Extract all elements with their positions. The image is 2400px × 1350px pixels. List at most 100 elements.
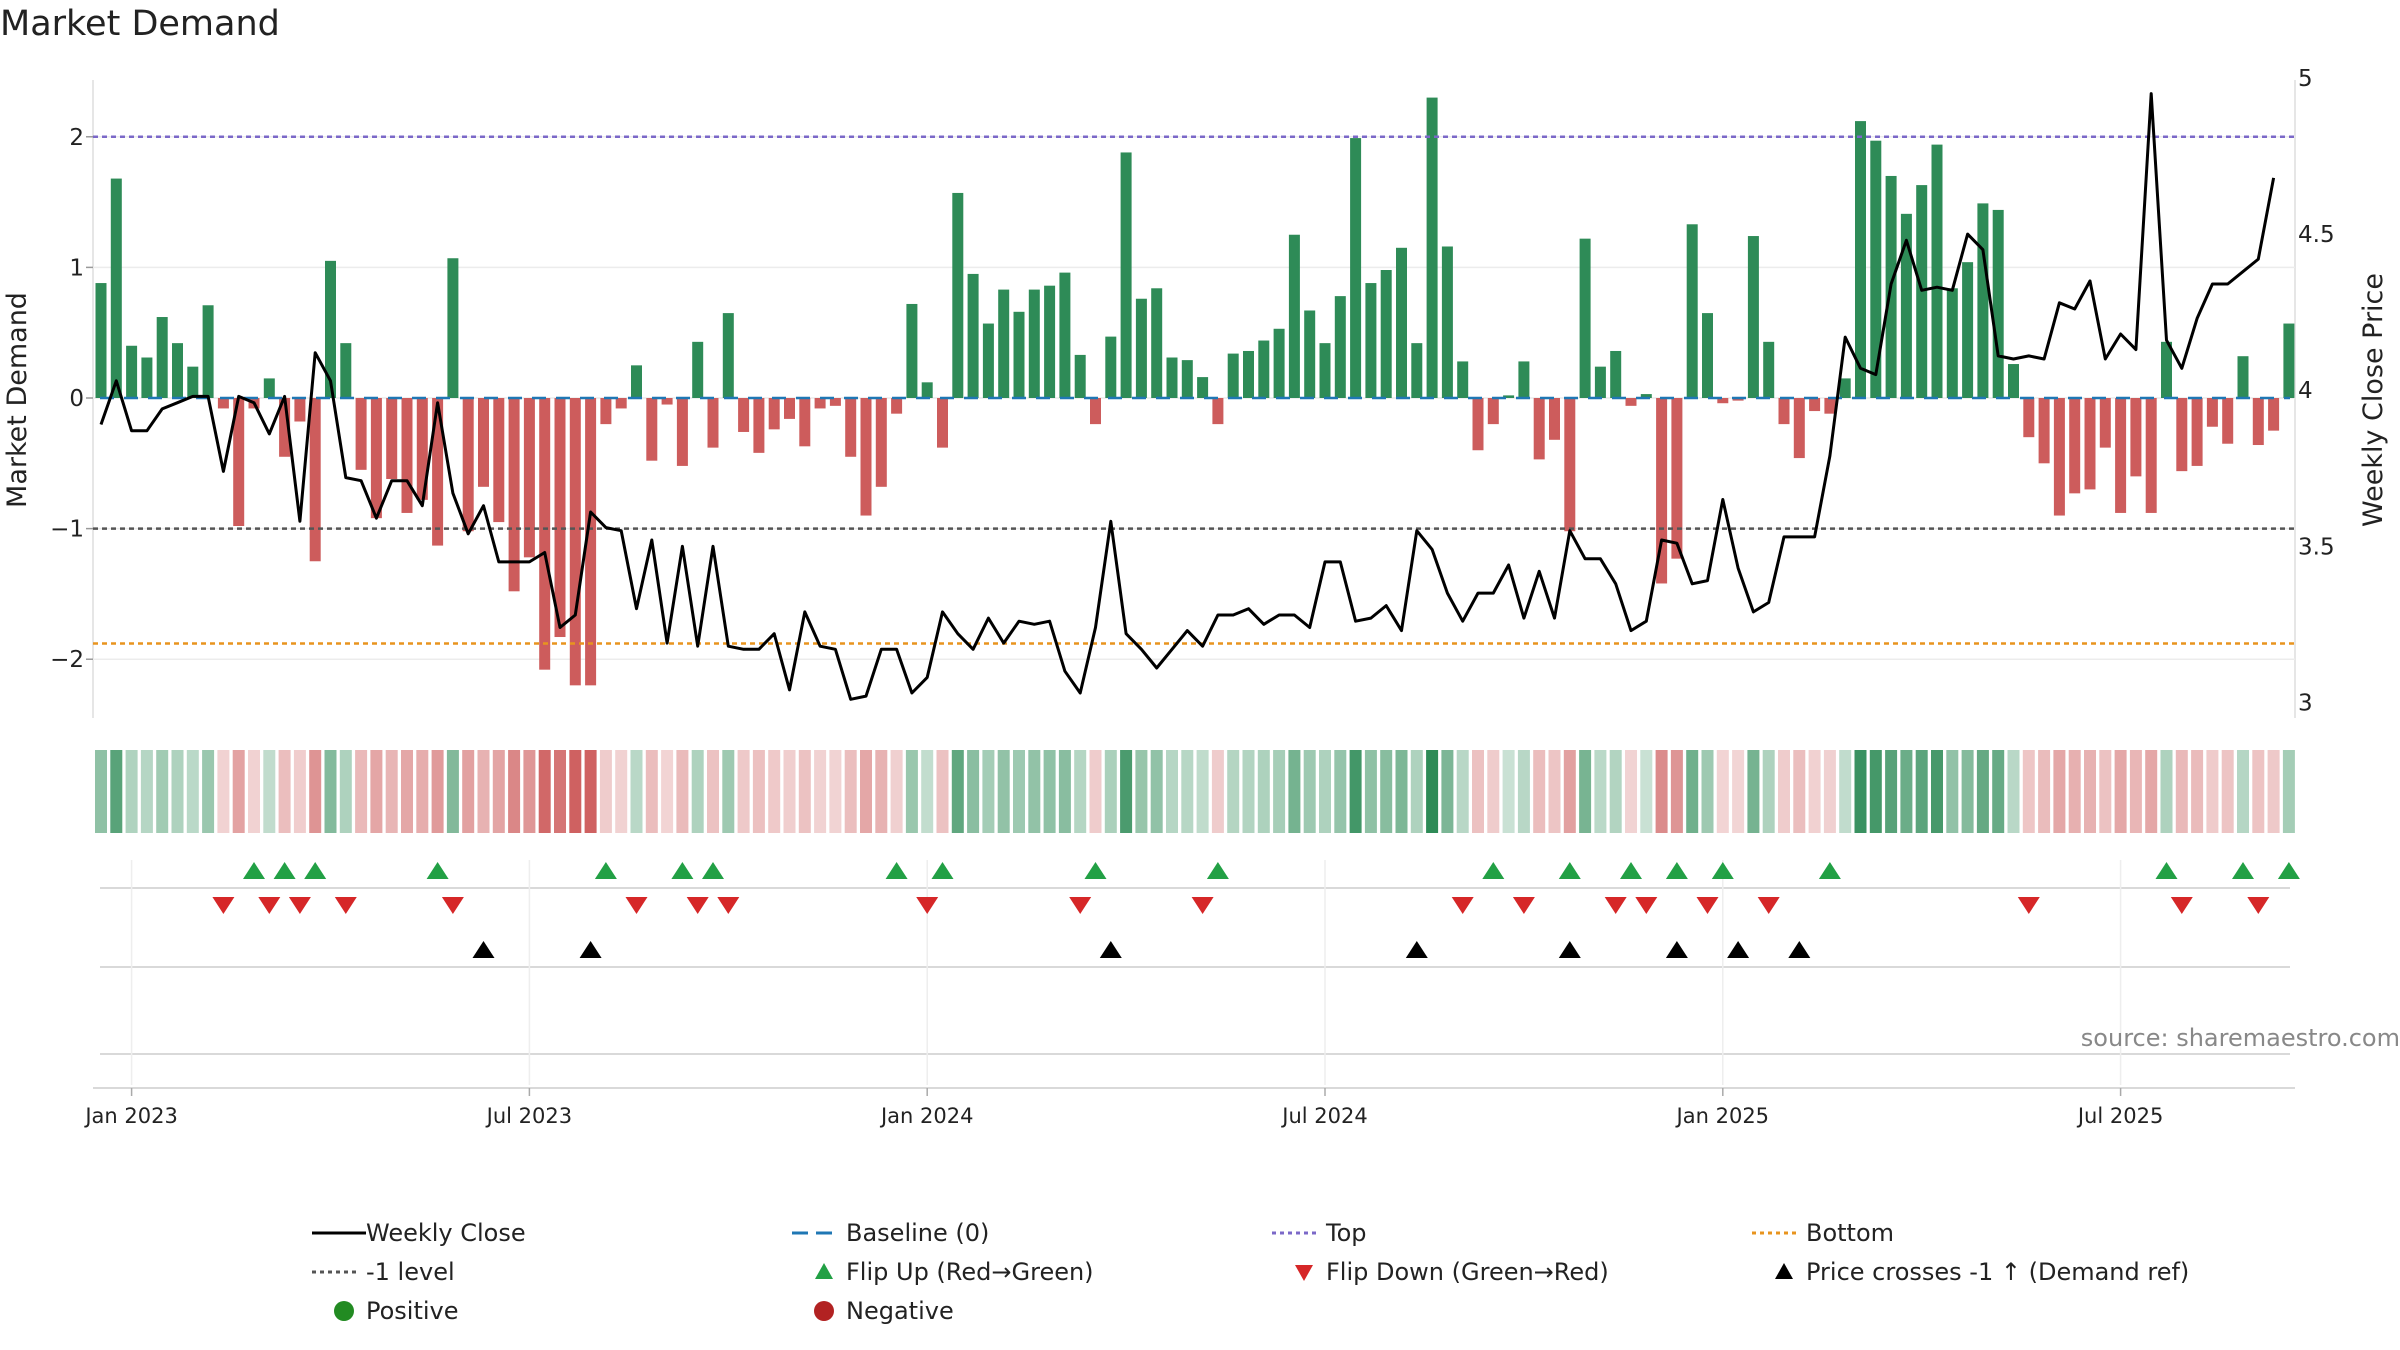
heat-cell-48 (829, 750, 842, 833)
flip-down-marker-13 (1604, 897, 1627, 914)
flip-up-marker-0 (243, 862, 265, 879)
demand-bar-105 (1702, 313, 1713, 398)
heat-cell-76 (1257, 750, 1270, 833)
demand-bar-46 (799, 398, 811, 447)
demand-bar-83 (1365, 283, 1377, 398)
heat-cell-15 (324, 750, 337, 833)
demand-bar-38 (676, 398, 688, 466)
flip-up-marker-6 (702, 862, 724, 879)
demand-bar-97 (1579, 238, 1591, 398)
legend-item-negative: Negative (780, 1294, 954, 1328)
demand-bar-69 (1151, 288, 1163, 398)
demand-bar-39 (692, 341, 704, 398)
heat-cell-115 (1854, 750, 1867, 833)
demand-bar-45 (784, 398, 795, 419)
demand-bar-36 (646, 398, 658, 461)
demand-bar-133 (2130, 398, 2142, 477)
heat-cell-141 (2252, 750, 2265, 833)
heat-cell-42 (737, 750, 750, 833)
price-cross-marker-7 (1788, 941, 1811, 958)
demand-bar-76 (1258, 340, 1270, 398)
demand-bar-58 (982, 323, 994, 398)
heat-cell-142 (2267, 750, 2280, 833)
negative-dot-icon (814, 1301, 834, 1321)
flip-up-marker-12 (1558, 862, 1581, 879)
heat-cell-28 (523, 750, 536, 833)
demand-bar-14 (309, 398, 321, 562)
price-cross-marker-3 (1405, 941, 1428, 958)
legend-label-level: -1 level (366, 1258, 455, 1286)
flip-down-marker-5 (625, 897, 648, 914)
y-right-tick-label-0: 5 (2298, 66, 2313, 92)
demand-bar-13 (294, 398, 306, 422)
heat-cell-95 (1548, 750, 1561, 833)
demand-bar-20 (401, 398, 413, 513)
heat-cell-112 (1808, 750, 1821, 833)
heat-cell-14 (309, 750, 322, 833)
demand-bar-49 (845, 398, 857, 457)
flip-up-marker-15 (1711, 862, 1734, 879)
demand-bar-142 (2268, 398, 2280, 431)
flip-up-marker-14 (1665, 862, 1688, 879)
demand-bar-85 (1396, 247, 1407, 398)
legend-key-bottom (1752, 1231, 1800, 1235)
flip-down-marker-18 (2170, 897, 2193, 914)
demand-bar-64 (1074, 354, 1086, 398)
legend-label-price-cross: Price crosses -1 ↑ (Demand ref) (1806, 1258, 2190, 1286)
heat-cell-87 (1426, 750, 1439, 833)
heat-cell-132 (2114, 750, 2127, 833)
heat-cell-63 (1058, 750, 1071, 833)
heat-cell-92 (1502, 750, 1515, 833)
demand-bar-138 (2206, 398, 2218, 427)
demand-bar-41 (722, 313, 734, 398)
demand-bar-30 (554, 398, 566, 638)
heat-cell-109 (1762, 750, 1775, 833)
flip-up-marker-19 (2277, 862, 2300, 879)
demand-bar-98 (1594, 366, 1606, 398)
price-cross-marker-0 (472, 941, 495, 958)
heat-cell-75 (1242, 750, 1255, 833)
demand-bar-74 (1227, 353, 1239, 398)
demand-bar-141 (2252, 398, 2264, 446)
flip-up-icon (815, 1263, 833, 1279)
demand-bar-37 (661, 398, 673, 405)
demand-bar-8 (217, 398, 229, 409)
flip-down-marker-1 (258, 897, 281, 914)
heat-cell-32 (584, 750, 597, 833)
flip-down-marker-17 (2017, 897, 2040, 914)
demand-bar-143 (2283, 323, 2295, 398)
demand-bar-29 (539, 398, 551, 670)
heat-cell-54 (921, 750, 934, 833)
heat-cell-1 (110, 750, 123, 833)
demand-bar-54 (921, 382, 933, 398)
heat-cell-51 (875, 750, 888, 833)
heat-cell-3 (140, 750, 153, 833)
heat-cell-84 (1380, 750, 1393, 833)
demand-bar-17 (355, 398, 367, 470)
heat-cell-49 (844, 750, 857, 833)
heat-cell-44 (768, 750, 781, 833)
heat-cell-124 (1992, 750, 2005, 833)
demand-bar-63 (1059, 272, 1071, 398)
heat-cell-30 (554, 750, 566, 833)
demand-bar-5 (172, 343, 183, 398)
demand-bar-108 (1747, 236, 1759, 398)
demand-bar-4 (156, 317, 168, 398)
heat-cell-26 (492, 750, 505, 833)
demand-bar-103 (1671, 398, 1683, 559)
demand-bar-50 (860, 398, 872, 516)
demand-bar-75 (1243, 350, 1254, 398)
demand-bar-51 (875, 398, 887, 487)
price-cross-marker-5 (1665, 941, 1688, 958)
flip-up-marker-7 (885, 862, 908, 879)
heat-cell-9 (232, 750, 245, 833)
legend-label-positive: Positive (366, 1297, 459, 1325)
heat-cell-77 (1273, 750, 1286, 833)
demand-bar-126 (2023, 398, 2035, 438)
demand-bar-26 (493, 398, 505, 523)
demand-bar-68 (1135, 298, 1147, 398)
demand-bar-6 (187, 366, 199, 398)
flip-down-marker-7 (717, 897, 740, 914)
legend-item-baseline: Baseline (0) (780, 1216, 989, 1250)
heat-cell-85 (1395, 750, 1408, 833)
